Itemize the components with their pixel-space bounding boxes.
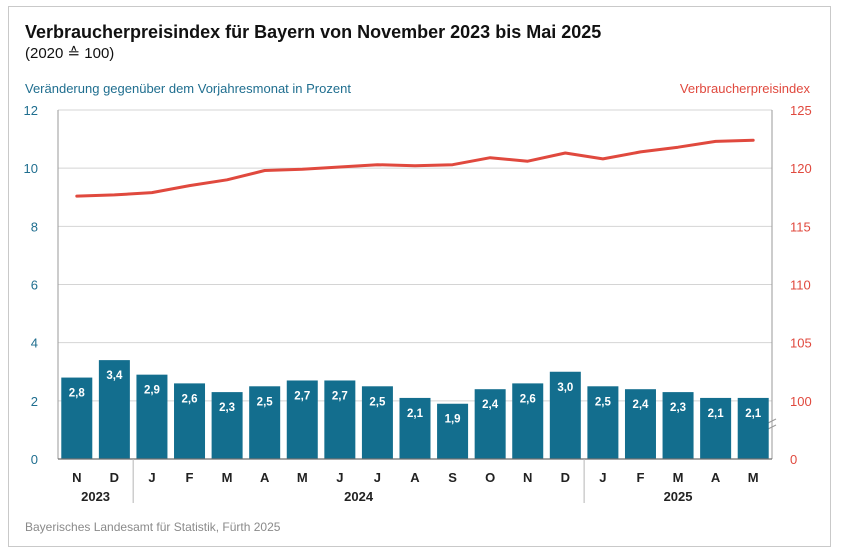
bar-value-label: 2,1 <box>745 408 762 420</box>
bar-value-label: 2,5 <box>595 396 612 408</box>
right-tick-label: 105 <box>790 336 812 351</box>
right-axis-label: Verbraucherpreisindex <box>679 81 810 96</box>
bar-value-label: 1,9 <box>445 414 461 426</box>
x-tick-label: A <box>260 470 270 485</box>
x-tick-label: J <box>599 470 606 485</box>
bar-value-label: 2,9 <box>144 385 160 397</box>
x-tick-label: S <box>448 470 457 485</box>
chart-subtitle: (2020 ≙ 100) <box>25 45 115 62</box>
bar <box>61 377 93 459</box>
left-tick-label: 2 <box>31 394 38 409</box>
bar <box>549 371 581 459</box>
bar <box>174 383 206 459</box>
bar-value-label: 2,7 <box>332 390 348 402</box>
x-tick-label: F <box>636 470 644 485</box>
left-tick-label: 8 <box>31 219 38 234</box>
bar <box>624 389 656 459</box>
bar-value-label: 3,4 <box>106 370 123 382</box>
bar <box>474 389 506 459</box>
left-axis: 0 2 4 6 8 10 12 <box>24 103 59 467</box>
bar <box>211 392 243 459</box>
x-tick-label: A <box>410 470 420 485</box>
bar <box>737 397 769 459</box>
bar <box>700 397 732 459</box>
year-label: 2023 <box>81 489 110 504</box>
bar <box>249 386 281 459</box>
bar-value-label: 2,5 <box>257 396 274 408</box>
bar-value-label: 2,1 <box>407 408 424 420</box>
left-tick-label: 6 <box>31 278 38 293</box>
bar <box>286 380 318 459</box>
bar <box>662 392 694 459</box>
bar <box>587 386 619 459</box>
bar-value-label: 2,4 <box>632 399 649 411</box>
axis-break-mark <box>767 418 777 430</box>
right-tick-label: 115 <box>790 219 811 234</box>
cpi-line <box>75 138 755 198</box>
right-tick-label: 0 <box>790 452 797 467</box>
left-tick-label: 4 <box>31 336 38 351</box>
source-note: Bayerisches Landesamt für Statistik, Für… <box>25 520 281 534</box>
x-axis: N D J F M A M J J A S O N D J F M A M 2023 2024 2025 <box>58 458 772 504</box>
bar-value-labels: 2,8 3,4 2,9 2,6 2,3 2,5 2,7 2,7 2,5 2,1 1,9 2,4 2,6 3… <box>69 370 762 426</box>
left-tick-label: 12 <box>24 103 38 118</box>
right-tick-label: 110 <box>790 278 811 293</box>
x-tick-label: M <box>222 470 233 485</box>
x-tick-label: M <box>673 470 684 485</box>
bar-value-label: 3,0 <box>557 382 573 394</box>
bar-value-label: 2,3 <box>219 402 235 414</box>
line-series <box>75 138 755 198</box>
left-tick-label: 10 <box>24 161 38 176</box>
bar-value-label: 2,7 <box>294 390 310 402</box>
bar <box>399 397 431 459</box>
year-label: 2024 <box>344 489 374 504</box>
x-tick-label: O <box>485 470 495 485</box>
bar-value-label: 2,5 <box>369 396 386 408</box>
bar-value-label: 2,4 <box>482 399 499 411</box>
x-tick-label: J <box>336 470 343 485</box>
x-tick-label: J <box>148 470 155 485</box>
x-tick-label: M <box>748 470 759 485</box>
right-tick-label: 125 <box>790 103 812 118</box>
x-tick-label: D <box>110 470 119 485</box>
x-tick-label: A <box>711 470 721 485</box>
grid-lines <box>58 109 772 402</box>
bar-value-label: 2,6 <box>520 393 536 405</box>
bar <box>512 383 544 459</box>
bar-value-label: 2,8 <box>69 388 86 400</box>
bar <box>361 386 393 459</box>
right-tick-label: 100 <box>790 394 812 409</box>
year-label: 2025 <box>664 489 693 504</box>
right-axis: 0 100 105 110 115 120 125 <box>767 103 812 467</box>
chart-title: Verbraucherpreisindex für Bayern von Nov… <box>25 22 602 42</box>
left-axis-label: Veränderung gegenüber dem Vorjahresmonat… <box>25 81 351 96</box>
right-tick-label: 120 <box>790 161 812 176</box>
bar <box>437 403 469 459</box>
x-tick-label: D <box>561 470 570 485</box>
x-tick-label: F <box>186 470 194 485</box>
x-tick-label: N <box>523 470 532 485</box>
bar-value-label: 2,3 <box>670 402 686 414</box>
bar <box>324 380 356 459</box>
bar-series <box>61 360 769 459</box>
x-tick-label: M <box>297 470 308 485</box>
bar <box>98 360 130 459</box>
bar <box>136 374 168 459</box>
x-tick-label: N <box>72 470 81 485</box>
bar-value-label: 2,6 <box>182 393 198 405</box>
x-tick-label: J <box>374 470 381 485</box>
left-tick-label: 0 <box>31 452 38 467</box>
bar-value-label: 2,1 <box>708 408 725 420</box>
